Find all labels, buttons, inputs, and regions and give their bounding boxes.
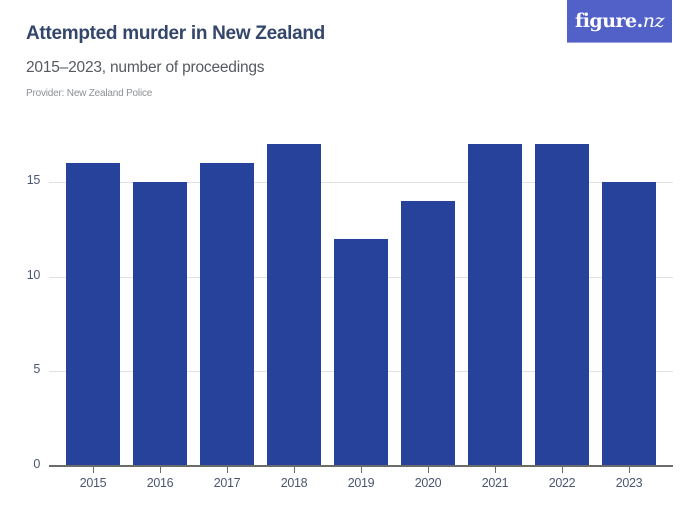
x-tick-label: 2019 <box>347 476 375 490</box>
bar-2019[interactable] <box>334 239 388 466</box>
bar-2021[interactable] <box>468 144 522 466</box>
x-tick <box>294 467 295 473</box>
y-tick-label: 10 <box>26 268 41 282</box>
x-tick <box>361 467 362 473</box>
x-axis-line <box>49 465 673 467</box>
x-tick-label: 2022 <box>548 476 576 490</box>
x-tick <box>93 467 94 473</box>
x-tick <box>160 467 161 473</box>
chart-subtitle: 2015–2023, number of proceedings <box>26 59 265 76</box>
x-tick <box>428 467 429 473</box>
x-tick-label: 2017 <box>213 476 241 490</box>
bar-2015[interactable] <box>66 163 120 466</box>
bar-2016[interactable] <box>133 182 187 466</box>
y-tick-label: 5 <box>33 362 40 376</box>
bar-2018[interactable] <box>267 144 321 466</box>
chart-title: Attempted murder in New Zealand <box>26 23 325 44</box>
gridline <box>49 182 673 183</box>
x-tick <box>495 467 496 473</box>
x-tick-label: 2016 <box>146 476 174 490</box>
bar-2017[interactable] <box>200 163 254 466</box>
x-tick <box>227 467 228 473</box>
logo-text-nz: nz <box>642 10 665 32</box>
x-tick <box>629 467 630 473</box>
data-provider: Provider: New Zealand Police <box>26 88 153 99</box>
x-tick-label: 2015 <box>79 476 107 490</box>
y-tick-label: 0 <box>33 457 40 471</box>
x-tick-label: 2020 <box>414 476 442 490</box>
figure-nz-logo[interactable]: figure. nz <box>567 0 672 43</box>
bar-2022[interactable] <box>535 144 589 466</box>
y-tick-label: 15 <box>26 173 41 187</box>
bar-2020[interactable] <box>401 201 455 466</box>
x-tick-label: 2023 <box>615 476 643 490</box>
bar-2023[interactable] <box>602 182 656 466</box>
x-tick-label: 2018 <box>280 476 308 490</box>
x-tick <box>562 467 563 473</box>
logo-text: figure. <box>575 10 643 32</box>
x-tick-label: 2021 <box>481 476 509 490</box>
